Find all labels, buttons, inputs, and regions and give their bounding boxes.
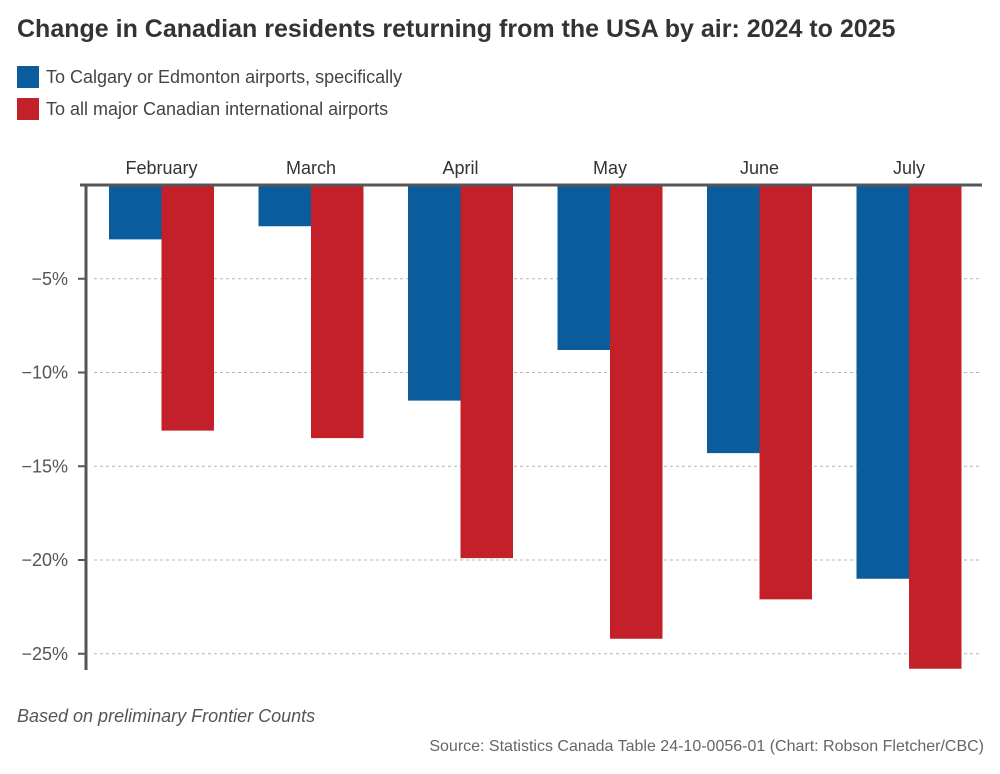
bar-chart: −5% −10% −15% −20% −25% February March April May… <box>21 158 982 670</box>
legend-swatch-all-major-airports <box>17 98 39 120</box>
bar-all-major-airports-july <box>909 185 962 669</box>
bar-all-major-airports-february <box>161 185 214 431</box>
legend-swatch-calgary-edmonton <box>17 66 39 88</box>
y-tick-label: −5% <box>31 269 68 289</box>
x-category-label: March <box>286 158 336 178</box>
bar-calgary-edmonton-march <box>258 185 311 227</box>
chart-note: Based on preliminary Frontier Counts <box>17 706 316 726</box>
bar-calgary-edmonton-july <box>856 185 909 579</box>
legend-label-all-major-airports: To all major Canadian international airp… <box>46 98 389 119</box>
bar-all-major-airports-april <box>460 185 513 559</box>
x-category-label: May <box>593 158 627 178</box>
x-category-label: June <box>740 158 779 178</box>
y-tick-label: −25% <box>21 644 68 664</box>
chart-title: Change in Canadian residents returning f… <box>17 15 896 43</box>
y-tick-label: −20% <box>21 550 68 570</box>
bar-all-major-airports-june <box>759 185 812 600</box>
y-tick-label: −15% <box>21 456 68 476</box>
bar-calgary-edmonton-june <box>707 185 760 454</box>
legend-item-calgary-edmonton: To Calgary or Edmonton airports, specifi… <box>17 66 402 88</box>
bar-calgary-edmonton-may <box>557 185 610 350</box>
bar-all-major-airports-may <box>610 185 663 639</box>
bar-all-major-airports-march <box>311 185 364 439</box>
chart-source: Source: Statistics Canada Table 24-10-00… <box>429 738 984 755</box>
x-category-label: February <box>125 158 197 178</box>
legend-label-calgary-edmonton: To Calgary or Edmonton airports, specifi… <box>46 66 403 87</box>
y-tick-label: −10% <box>21 363 68 383</box>
x-category-label: April <box>442 158 478 178</box>
bar-calgary-edmonton-april <box>408 185 461 401</box>
x-category-label: July <box>893 158 925 178</box>
legend-item-all-major-airports: To all major Canadian international airp… <box>17 98 388 120</box>
bar-calgary-edmonton-february <box>109 185 162 240</box>
